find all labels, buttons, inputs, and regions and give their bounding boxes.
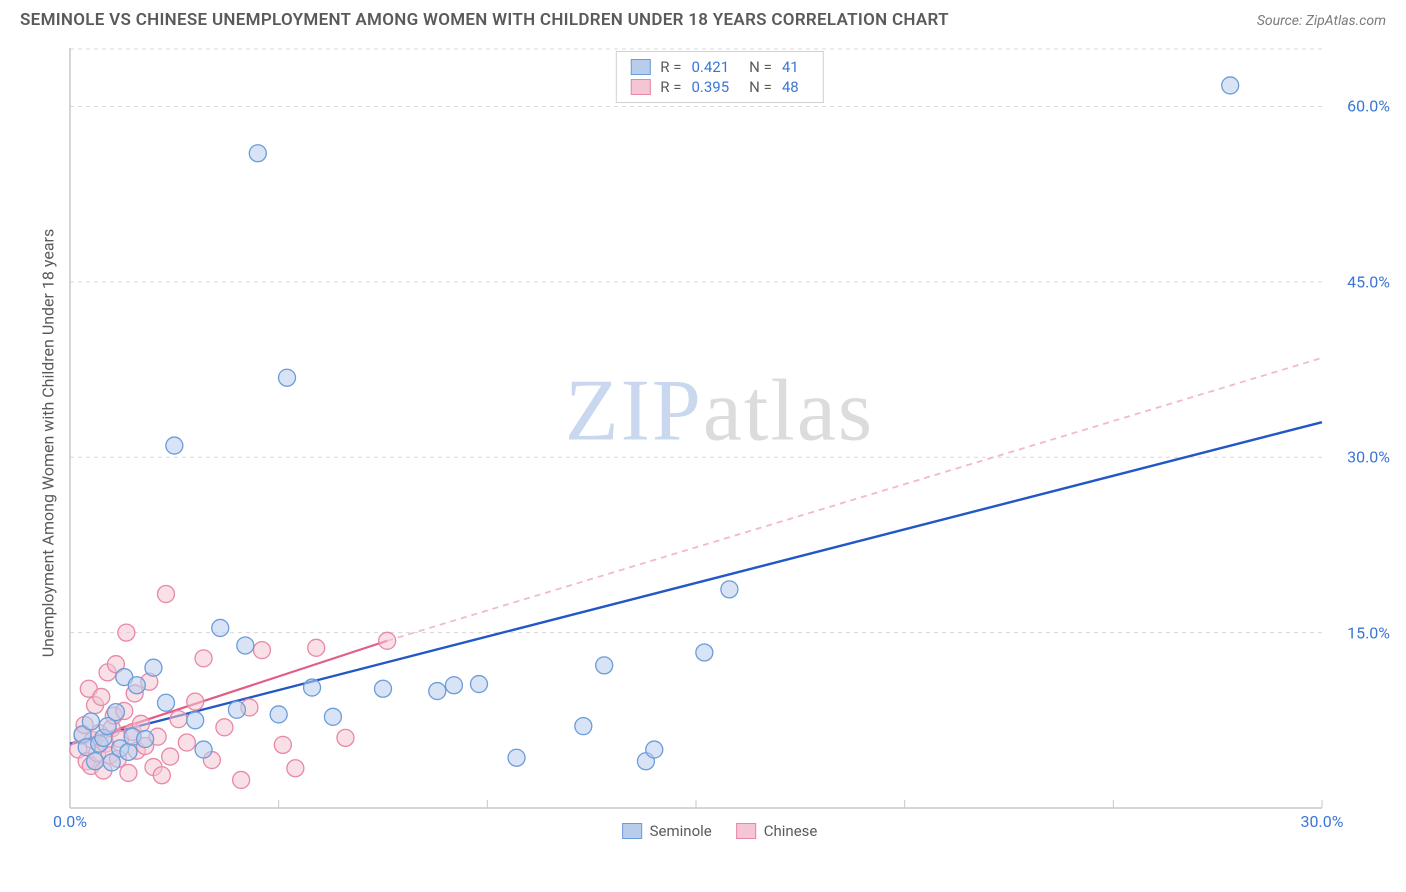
chart-title: SEMINOLE VS CHINESE UNEMPLOYMENT AMONG W… <box>20 10 949 30</box>
scatter-plot-svg <box>52 48 1387 838</box>
y-tick-label: 30.0% <box>1347 448 1390 467</box>
legend-item-chinese: Chinese <box>736 822 818 840</box>
stats-row-chinese: R = 0.395 N = 48 <box>630 77 808 97</box>
n-label: N = <box>749 78 772 96</box>
swatch-seminole <box>622 823 642 839</box>
y-tick-label: 60.0% <box>1347 97 1390 116</box>
swatch-chinese <box>630 79 650 95</box>
r-label: R = <box>660 78 681 96</box>
legend-label: Chinese <box>764 822 818 840</box>
swatch-chinese <box>736 823 756 839</box>
stats-row-seminole: R = 0.421 N = 41 <box>630 57 808 77</box>
y-axis-label: Unemployment Among Women with Children U… <box>39 229 58 657</box>
swatch-seminole <box>630 59 650 75</box>
chart-container: Unemployment Among Women with Children U… <box>52 48 1387 838</box>
y-tick-label: 45.0% <box>1347 272 1390 291</box>
stats-legend-box: R = 0.421 N = 41 R = 0.395 N = 48 <box>615 51 823 103</box>
source-attribution: Source: ZipAtlas.com <box>1257 13 1386 29</box>
legend-label: Seminole <box>650 822 712 840</box>
series-legend: Seminole Chinese <box>622 822 818 840</box>
n-value-chinese: 48 <box>782 78 799 96</box>
x-tick-label: 0.0% <box>53 812 87 831</box>
header-bar: SEMINOLE VS CHINESE UNEMPLOYMENT AMONG W… <box>0 0 1406 36</box>
n-value-seminole: 41 <box>782 58 799 76</box>
r-value-chinese: 0.395 <box>691 78 729 96</box>
x-tick-label: 30.0% <box>1301 812 1344 831</box>
n-label: N = <box>749 58 772 76</box>
legend-item-seminole: Seminole <box>622 822 712 840</box>
r-label: R = <box>660 58 681 76</box>
y-tick-label: 15.0% <box>1347 623 1390 642</box>
r-value-seminole: 0.421 <box>691 58 729 76</box>
